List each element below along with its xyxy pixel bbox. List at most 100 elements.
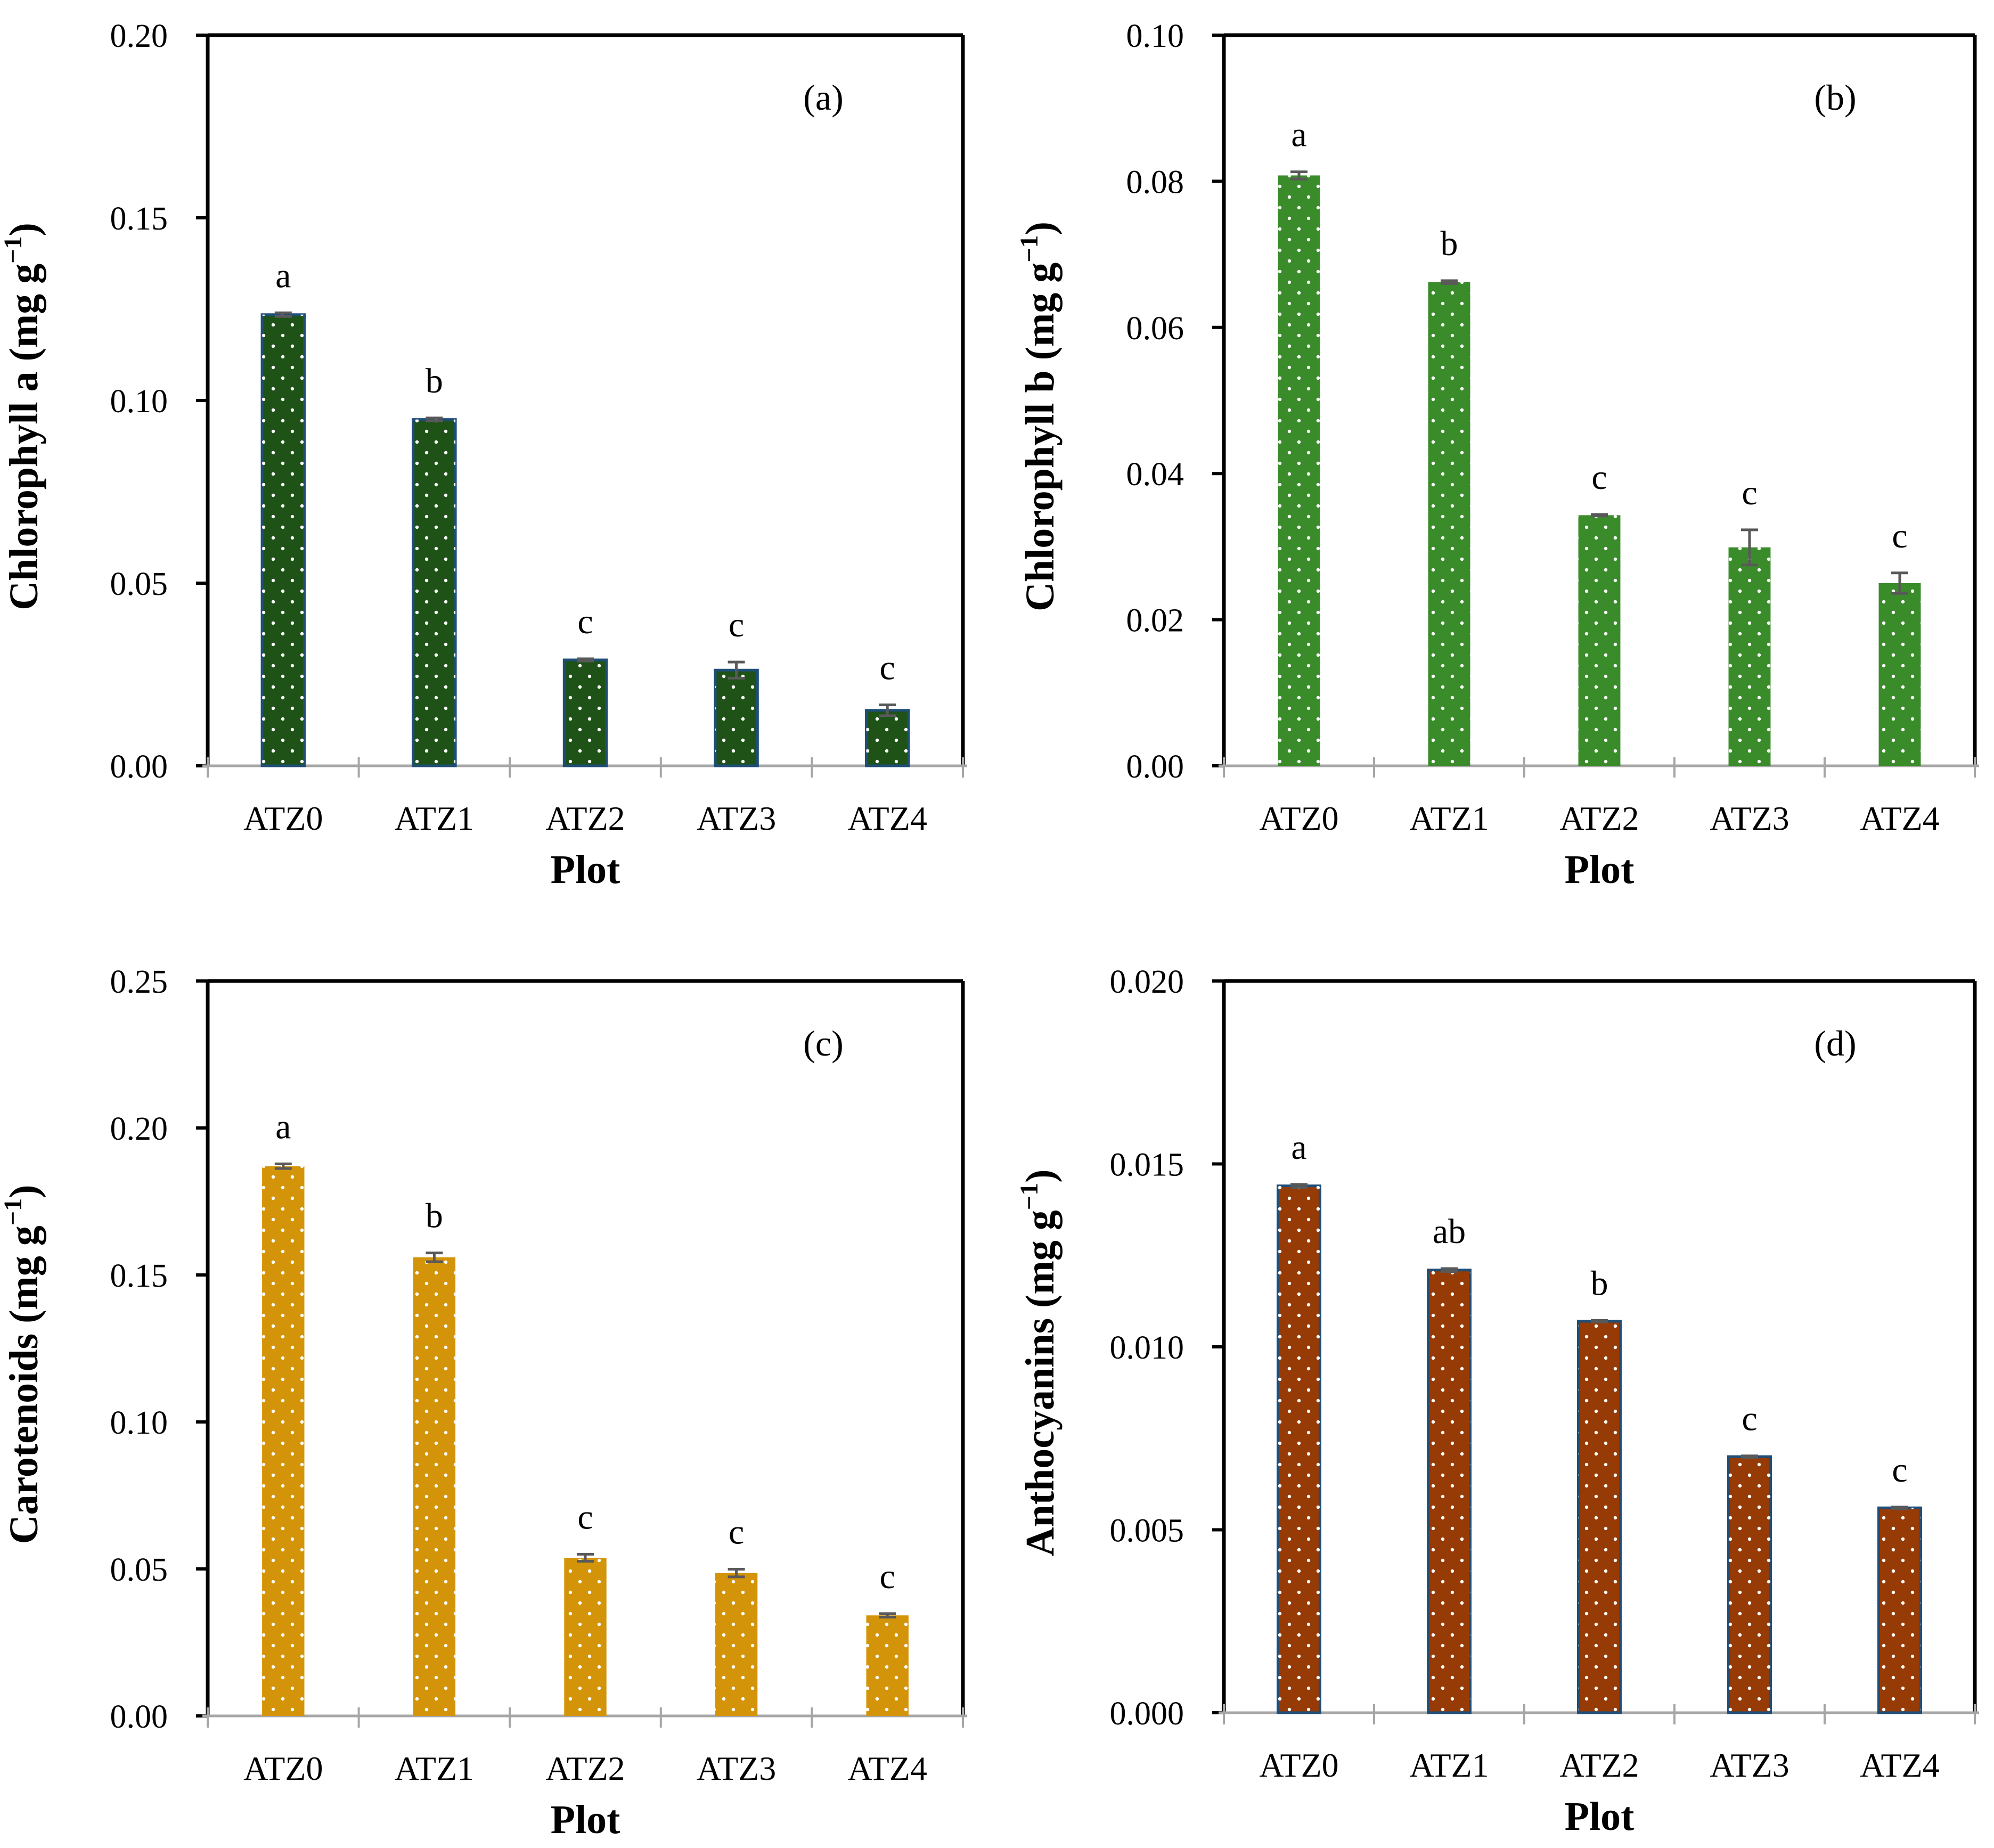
y-tick-label: 0.20 (110, 18, 168, 54)
panel-label-a: (a) (803, 77, 843, 118)
bar-pattern (1728, 1457, 1771, 1713)
significance-letter: ab (1433, 1212, 1466, 1251)
y-tick-label: 0.08 (1126, 164, 1184, 200)
error-bar-atz4 (1891, 1506, 1908, 1510)
x-tick-label: ATZ2 (545, 799, 625, 837)
x-tick-label: ATZ1 (395, 1749, 474, 1787)
y-tick-label: 0.05 (110, 1552, 168, 1588)
significance-letter: c (1742, 473, 1757, 512)
error-bar-atz4 (1891, 571, 1908, 595)
bar-pattern (1878, 583, 1921, 766)
significance-letter: a (275, 1107, 291, 1146)
significance-letter: c (729, 606, 744, 644)
error-bar-atz2 (577, 657, 594, 663)
error-bar-atz3 (728, 1568, 745, 1579)
error-bar-atz4 (879, 703, 896, 717)
y-tick-label: 0.010 (1110, 1330, 1184, 1366)
chart-panel-b: 0.00 0.02 0.04 0.06 0.08 0.10 a ATZ0 b ATZ1 c ATZ2 c… (1015, 18, 1979, 892)
x-tick-label: ATZ1 (395, 799, 474, 837)
chart-panel-c: 0.00 0.05 0.10 0.15 0.20 0.25 a ATZ0 b ATZ1 c ATZ2 c… (0, 964, 967, 1842)
significance-letter: a (1291, 1128, 1306, 1167)
y-tick-label: 0.06 (1126, 310, 1184, 347)
panel-label-b: (b) (1814, 77, 1856, 118)
chart-panel-d: 0.000 0.005 0.010 0.015 0.020 a ATZ0 ab ATZ1 b ATZ… (1015, 964, 1979, 1839)
x-tick-label: ATZ3 (1710, 799, 1789, 837)
x-tick-label: ATZ1 (1409, 1746, 1489, 1784)
bar-pattern (866, 710, 909, 766)
y-tick-label: 0.15 (110, 1258, 168, 1294)
y-tick-label: 0.000 (1110, 1696, 1184, 1732)
x-tick-label: ATZ3 (697, 1749, 776, 1787)
panel-label-d: (d) (1814, 1023, 1856, 1064)
y-tick-label: 0.00 (110, 1699, 168, 1735)
error-bar-atz0 (274, 1162, 292, 1170)
y-tick-label: 0.25 (110, 964, 168, 1000)
x-tick-label: ATZ4 (1860, 1746, 1939, 1784)
x-tick-label: ATZ0 (1259, 799, 1338, 837)
significance-letter: b (1441, 224, 1458, 263)
significance-letter: c (880, 1557, 895, 1596)
bar-pattern (715, 670, 758, 766)
significance-letter: c (1591, 458, 1607, 497)
error-bar-atz2 (1591, 1319, 1608, 1323)
error-bar-atz0 (274, 311, 292, 318)
significance-letter: c (729, 1513, 744, 1552)
bar-pattern (413, 1257, 456, 1716)
x-tick-label: ATZ0 (1259, 1746, 1338, 1784)
y-axis-title: Chlorophyll b (mg g−1) (1015, 222, 1063, 611)
x-tick-label: ATZ2 (1559, 1746, 1639, 1784)
error-bar-atz2 (1591, 513, 1608, 518)
y-tick-label: 0.02 (1126, 603, 1184, 639)
bar-pattern (866, 1615, 909, 1716)
y-axis-title: Anthocyanins (mg g−1) (1015, 1170, 1063, 1557)
x-tick-label: ATZ3 (697, 799, 776, 837)
significance-letter: c (1892, 1451, 1907, 1490)
error-bar-atz3 (1741, 528, 1758, 567)
significance-letter: b (1591, 1264, 1608, 1303)
x-axis-title: Plot (1565, 1794, 1635, 1839)
bar-pattern (1428, 282, 1470, 766)
bar-pattern (564, 660, 607, 766)
y-axis-title: Carotenoids (mg g−1) (0, 1185, 46, 1544)
y-tick-label: 0.15 (110, 201, 168, 237)
x-tick-label: ATZ2 (1559, 799, 1639, 837)
y-tick-label: 0.020 (1110, 964, 1184, 1000)
y-axis-title: Chlorophyll a (mg g−1) (0, 223, 46, 610)
significance-letter: b (426, 1197, 443, 1236)
bar-pattern (1578, 1321, 1621, 1713)
bar-pattern (262, 314, 305, 766)
y-tick-label: 0.015 (1110, 1147, 1184, 1183)
y-tick-label: 0.10 (110, 1405, 168, 1441)
bar-pattern (1578, 515, 1621, 766)
error-bar-atz0 (1290, 170, 1307, 181)
error-bar-atz1 (426, 1252, 443, 1263)
chart-panel-a: 0.00 0.05 0.10 0.15 0.20 a ATZ0 b ATZ1 c ATZ2 c ATZ3… (0, 18, 967, 892)
bar-pattern (1278, 1185, 1320, 1713)
x-tick-label: ATZ4 (1860, 799, 1939, 837)
significance-letter: c (880, 648, 895, 687)
x-tick-label: ATZ1 (1409, 799, 1489, 837)
bar-pattern (1728, 547, 1771, 766)
x-tick-label: ATZ3 (1710, 1746, 1789, 1784)
error-bar-atz3 (728, 660, 745, 680)
x-tick-label: ATZ4 (848, 799, 927, 837)
y-tick-label: 0.10 (1126, 18, 1184, 54)
error-bar-atz4 (879, 1612, 896, 1619)
significance-letter: c (1742, 1400, 1757, 1438)
error-bar-atz1 (426, 416, 443, 422)
significance-letter: c (577, 602, 593, 641)
x-tick-label: ATZ0 (243, 1749, 323, 1787)
y-tick-label: 0.005 (1110, 1513, 1184, 1549)
x-tick-label: ATZ2 (545, 1749, 625, 1787)
bar-pattern (1878, 1508, 1921, 1713)
error-bar-atz2 (577, 1552, 594, 1563)
bar-pattern (1428, 1270, 1470, 1713)
significance-letter: c (577, 1498, 593, 1536)
y-tick-label: 0.04 (1126, 456, 1184, 493)
error-bar-atz1 (1441, 1267, 1458, 1273)
significance-letter: b (426, 362, 443, 400)
bar-pattern (1278, 175, 1320, 766)
x-tick-label: ATZ0 (243, 799, 323, 837)
y-tick-label: 0.05 (110, 566, 168, 602)
x-axis-title: Plot (551, 847, 620, 892)
